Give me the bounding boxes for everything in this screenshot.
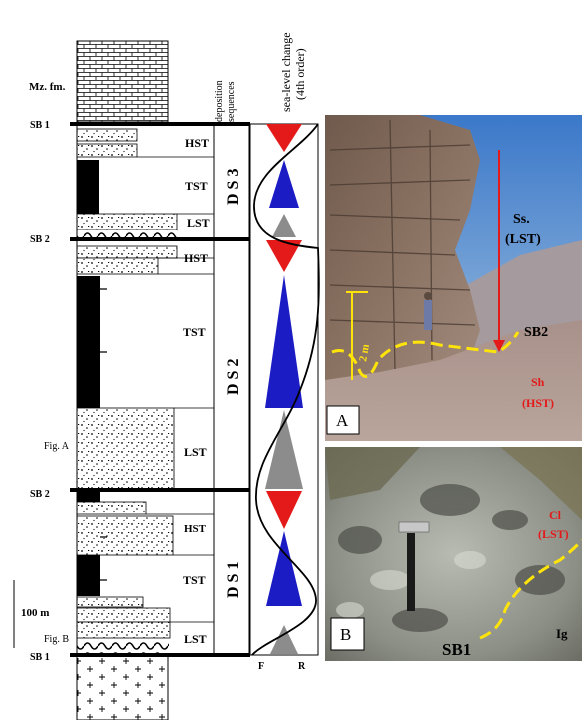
sequence-label-ds1: D S 1 bbox=[225, 562, 242, 598]
sea-level-panel: sea-level change (4th order) F R bbox=[249, 29, 320, 672]
fig-b-ref: Fig. B bbox=[44, 634, 69, 645]
hst-triangle bbox=[266, 491, 302, 529]
sb1-base-label: SB 1 bbox=[30, 652, 50, 663]
sandstone-unit bbox=[76, 621, 171, 639]
tst-triangle bbox=[269, 160, 299, 208]
sandstone-unit bbox=[76, 213, 178, 231]
sandstone-unit bbox=[76, 143, 138, 158]
systems-tract-column: HST TST LST HST TST LST HST TST LST bbox=[137, 124, 215, 655]
sea-level-header: sea-level change (4th order) bbox=[279, 29, 307, 112]
tract-label-lst-ds3: LST bbox=[187, 216, 210, 230]
tract-label-tst-ds1: TST bbox=[183, 573, 206, 587]
hst-triangle bbox=[266, 124, 302, 152]
tract-label-tst-ds3: TST bbox=[185, 179, 208, 193]
tract-label-hst-ds1: HST bbox=[184, 523, 207, 535]
sequences-header: deposition sequences bbox=[214, 78, 237, 122]
lst-triangle bbox=[272, 214, 296, 237]
sequence-boundary-lines bbox=[70, 122, 250, 657]
sb1-top-label: SB 1 bbox=[30, 120, 50, 131]
photo-b-cl-label: Cl (LST) bbox=[538, 508, 569, 541]
sandstone-unit bbox=[76, 257, 159, 275]
photo-a-ss-label: Ss. (LST) bbox=[505, 212, 541, 247]
sandstone-unit bbox=[76, 596, 144, 608]
sequence-label-ds3: D S 3 bbox=[225, 169, 242, 205]
conglomerate-unit bbox=[77, 640, 169, 654]
photo-b: Cl (LST) SB1 Ig B bbox=[325, 447, 582, 661]
photo-b-sb1-label: SB1 bbox=[442, 640, 471, 659]
sandstone-unit bbox=[76, 407, 175, 490]
photo-a: 2 m Ss. (LST) SB2 Sh (HST) A bbox=[325, 115, 582, 441]
tract-label-lst-ds2: LST bbox=[184, 445, 207, 459]
sandstone-unit bbox=[76, 607, 171, 623]
tst-triangle bbox=[266, 531, 302, 606]
sb2-upper-label: SB 2 bbox=[30, 234, 50, 245]
sandstone-unit bbox=[76, 515, 174, 556]
shale-unit bbox=[77, 160, 99, 214]
tst-triangle bbox=[265, 275, 303, 408]
photo-a-scale-label: 2 m bbox=[357, 343, 372, 362]
axis-label-fall: F bbox=[258, 661, 264, 672]
axis-label-rise: R bbox=[298, 661, 306, 672]
tract-label-hst-ds2: HST bbox=[184, 251, 208, 265]
sandstone-unit bbox=[76, 128, 138, 142]
scale-label: 100 m bbox=[21, 607, 49, 619]
photo-b-ig-label: Ig bbox=[556, 626, 568, 641]
photo-a-sb2-label: SB2 bbox=[524, 325, 548, 340]
stratigraphic-column bbox=[76, 122, 178, 720]
sea-level-curve bbox=[251, 123, 320, 656]
tract-label-hst-ds3: HST bbox=[185, 136, 209, 150]
tract-label-tst-ds2: TST bbox=[183, 325, 206, 339]
fig-a-ref: Fig. A bbox=[44, 441, 70, 452]
lst-triangle bbox=[265, 410, 303, 489]
tract-label-lst-ds1: LST bbox=[184, 632, 207, 646]
sandstone-unit bbox=[76, 501, 147, 515]
deposition-sequences-column: deposition sequences D S 3 D S 2 D S 1 bbox=[214, 78, 250, 655]
hst-triangle bbox=[266, 240, 302, 272]
sandstone-unit bbox=[76, 245, 178, 259]
formation-label: Mz. fm. bbox=[29, 81, 66, 93]
photo-a-sh-label: Sh (HST) bbox=[522, 375, 554, 410]
sb2-lower-label: SB 2 bbox=[30, 489, 50, 500]
photo-a-panel-letter: A bbox=[336, 411, 349, 430]
shale-unit bbox=[77, 276, 100, 408]
shale-unit bbox=[77, 489, 100, 503]
mesozoic-formation-unit bbox=[76, 40, 169, 123]
sequence-label-ds2: D S 2 bbox=[225, 359, 242, 395]
lst-triangle bbox=[270, 625, 298, 654]
photo-b-panel-letter: B bbox=[340, 625, 351, 644]
igneous-basement bbox=[76, 655, 169, 720]
